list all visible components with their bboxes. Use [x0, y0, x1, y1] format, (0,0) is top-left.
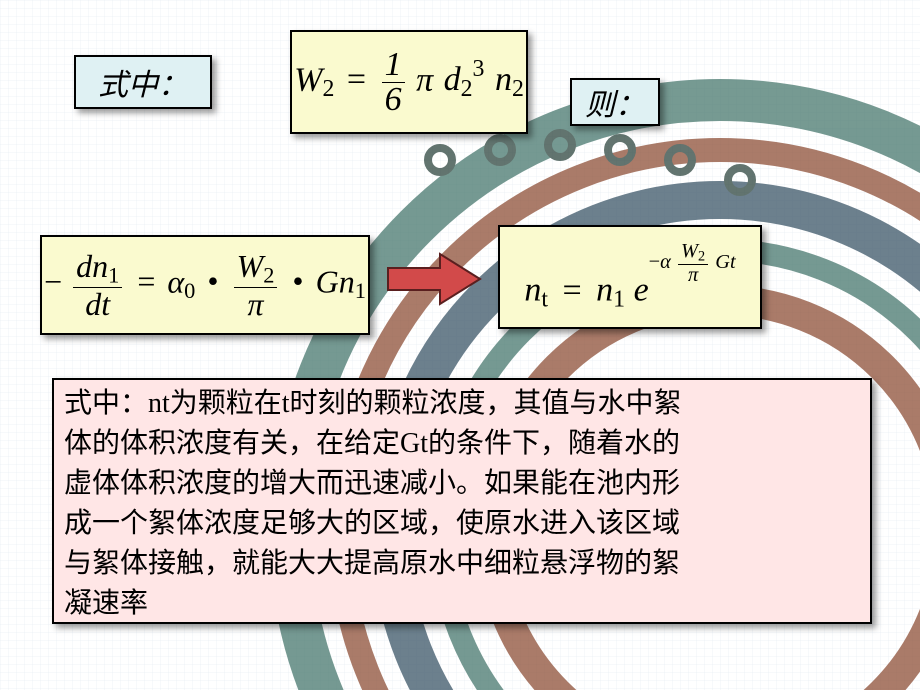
explanation-line-3: 成一个絮体浓度足够大的区域，使原水进入该区域	[64, 504, 860, 544]
explanation-box: 式中：nt为颗粒在t时刻的颗粒浓度，其值与水中絮 体的体积浓度有关，在给定Gt的…	[52, 378, 872, 624]
formula-dn: − dn1 dt = α0 • W2 π • Gn1	[44, 250, 366, 320]
label-ze-text: 则：	[585, 80, 645, 124]
explanation-line-1: 体的体积浓度有关，在给定Gt的条件下，随着水的	[64, 424, 860, 464]
implies-arrow-icon	[386, 250, 482, 308]
label-ze: 则：	[570, 78, 660, 126]
label-shizhong-text: 式中：	[98, 60, 188, 104]
label-shizhong: 式中：	[74, 55, 212, 109]
formula-dn-box: − dn1 dt = α0 • W2 π • Gn1	[40, 235, 370, 335]
formula-nt-box: nt = n1 e −α W2 π Gt	[498, 225, 762, 329]
explanation-line-4: 与絮体接触，就能大大提高原水中细粒悬浮物的絮	[64, 544, 860, 584]
explanation-line-2: 虚体体积浓度的增大而迅速减小。如果能在池内形	[64, 464, 860, 504]
formula-nt: nt = n1 e −α W2 π Gt	[524, 241, 735, 312]
explanation-line-5: 凝速率	[64, 584, 860, 624]
explanation-line-0: 式中：nt为颗粒在t时刻的颗粒浓度，其值与水中絮	[64, 384, 860, 424]
formula-w2-box: W2 = 1 6 π d23 n2	[290, 30, 528, 134]
formula-w2: W2 = 1 6 π d23 n2	[294, 48, 524, 117]
